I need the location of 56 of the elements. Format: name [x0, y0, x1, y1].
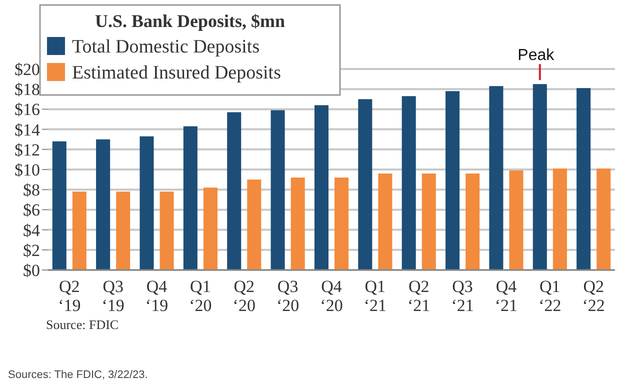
y-tick-label: $20 [14, 60, 40, 79]
bar [72, 192, 86, 270]
legend-label: Estimated Insured Deposits [72, 62, 281, 84]
y-tick-label: $2 [23, 240, 40, 260]
bar [489, 86, 504, 270]
bar [183, 126, 198, 270]
x-tick-label: Q4 ‘20 [320, 277, 343, 315]
bar [509, 170, 524, 270]
y-tick-label: $10 [14, 160, 40, 180]
x-tick-label: Q3 ‘21 [451, 277, 474, 315]
x-tick-label: Q1 ‘22 [538, 277, 562, 315]
bar [466, 174, 480, 270]
legend-title: U.S. Bank Deposits, $mn [94, 11, 286, 31]
x-tick-label: Q2 ‘19 [58, 277, 81, 315]
y-tick-label: $0 [23, 260, 40, 280]
bar [314, 105, 328, 270]
bar [552, 168, 567, 270]
bar [227, 112, 242, 270]
bar [532, 84, 547, 270]
annotation: Peak [518, 47, 556, 64]
y-tick-label: $4 [23, 220, 40, 240]
bar [52, 141, 66, 270]
x-tick-label: Q3 ‘19 [102, 277, 124, 315]
bar [402, 96, 416, 270]
y-tick-label: $14 [14, 120, 40, 140]
y-tick-label: $16 [14, 100, 40, 120]
y-tick-label: $6 [23, 200, 40, 220]
x-tick-label: Q1 ‘20 [189, 277, 212, 315]
bar [358, 99, 372, 270]
y-tick-label: $8 [23, 180, 40, 200]
bar [96, 139, 110, 270]
source-note: Sources: The FDIC, 3/22/23. [8, 369, 148, 381]
x-tick-label: Q4 ‘21 [494, 277, 518, 315]
x-tick-label: Q2 ‘21 [408, 277, 430, 315]
x-tick-label: Q4 ‘19 [145, 277, 168, 315]
bar [446, 91, 460, 270]
bar [203, 188, 218, 270]
bar [290, 178, 305, 270]
x-tick-label: Q3 ‘20 [276, 277, 300, 315]
bar [576, 88, 591, 270]
source-note: Source: FDIC [46, 317, 119, 332]
y-tick-label: $12 [14, 140, 40, 160]
bar [422, 174, 436, 270]
bar [160, 192, 174, 270]
bar [378, 174, 392, 270]
bar [140, 136, 154, 270]
bar [334, 178, 349, 270]
y-tick-label: $18 [14, 80, 40, 100]
bar [596, 168, 611, 270]
bar [270, 110, 285, 270]
x-tick-label: Q2 ‘22 [582, 277, 605, 315]
bar [116, 192, 130, 270]
legend-label: Total Domestic Deposits [72, 36, 260, 58]
x-tick-label: Q1 ‘21 [364, 277, 387, 315]
x-tick-label: Q2 ‘20 [232, 277, 256, 315]
bar [247, 180, 262, 270]
